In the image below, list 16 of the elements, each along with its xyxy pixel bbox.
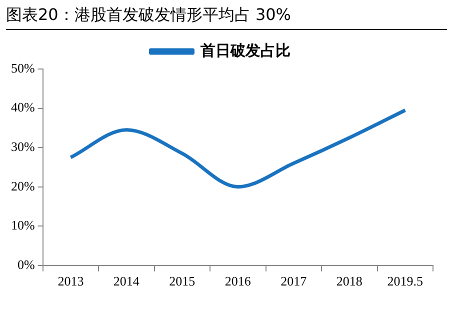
y-tick-label: 30% <box>10 138 35 154</box>
line-series <box>68 108 407 189</box>
x-tick-label: 2019.5 <box>387 274 424 289</box>
y-tick-label: 50% <box>10 60 35 76</box>
x-tick-label: 2014 <box>113 274 140 289</box>
y-tick-label: 0% <box>17 256 35 272</box>
x-tick-label: 2017 <box>280 274 308 289</box>
legend-label: 首日破发占比 <box>199 41 290 60</box>
y-tick-label: 10% <box>10 218 35 233</box>
y-tick-label: 40% <box>10 100 35 115</box>
x-tick-label: 2013 <box>58 274 84 289</box>
x-tick-label: 2018 <box>336 274 362 289</box>
x-tick-label: 2015 <box>169 274 196 289</box>
y-tick-label: 20% <box>10 178 35 194</box>
x-tick-label: 2016 <box>224 274 252 289</box>
chart-title: 图表20：港股首发破发情形平均占 30% <box>6 4 447 30</box>
